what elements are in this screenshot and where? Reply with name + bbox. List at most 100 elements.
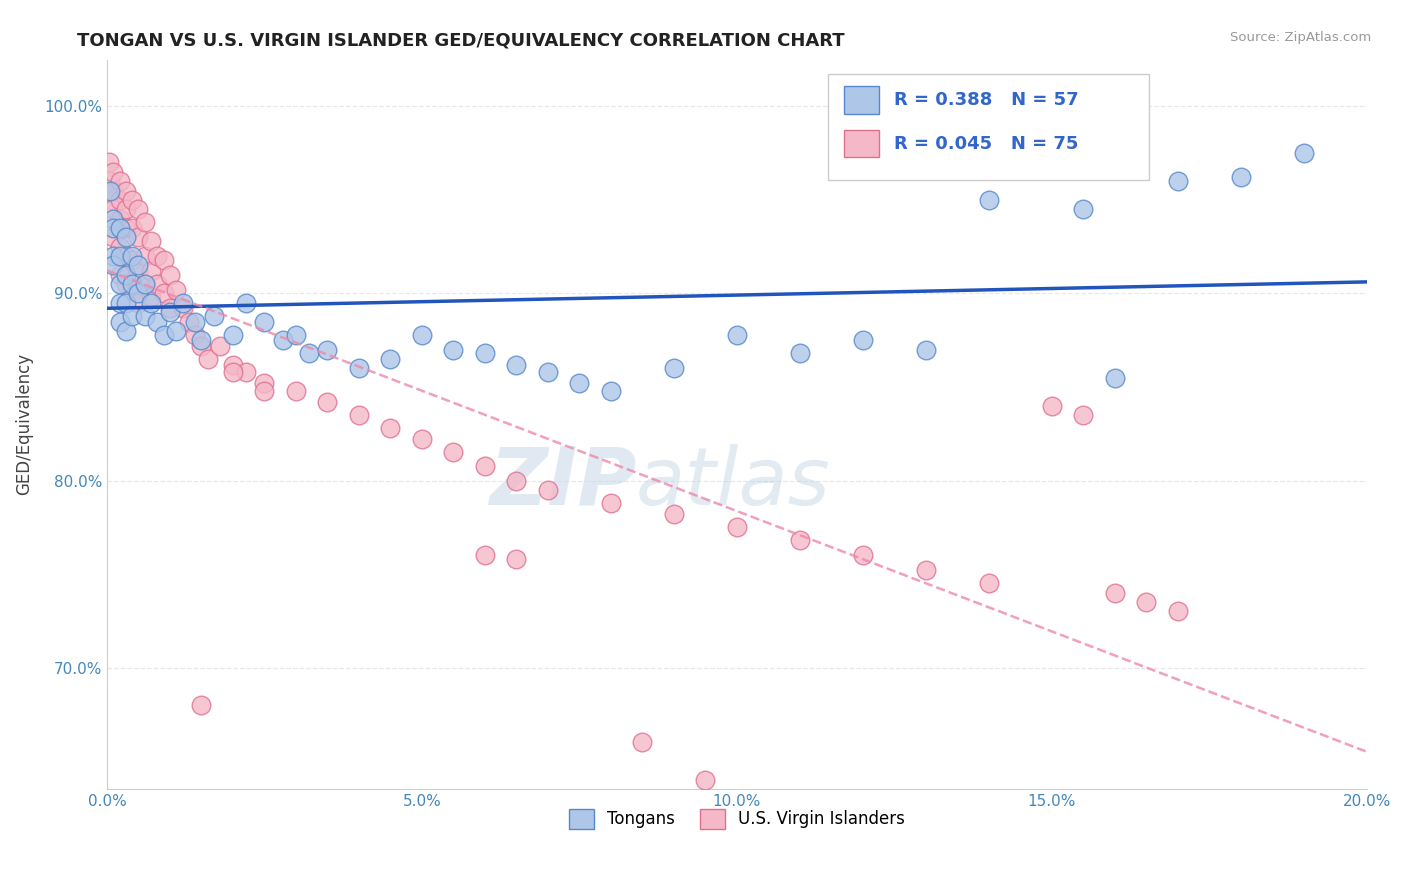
Point (103, 211, 125, 226)
Point (852, 549, 875, 563)
Point (127, 259, 149, 273)
Point (253, 376, 276, 391)
Point (152, 286, 174, 301)
Point (474, 458, 496, 473)
Point (115, 295, 138, 310)
Point (184, 327, 207, 342)
Point (222, 327, 245, 342)
Point (115, 202, 138, 217)
Point (631, 735, 654, 749)
Point (146, 249, 169, 263)
Point (127, 286, 149, 301)
Point (159, 268, 181, 282)
Point (1104, 586, 1126, 600)
Point (101, 193, 124, 207)
Point (662, 361, 685, 376)
Point (1135, 595, 1157, 609)
Point (108, 193, 131, 207)
Point (222, 358, 245, 372)
Point (235, 295, 257, 310)
Point (284, 327, 307, 342)
Point (121, 193, 143, 207)
Point (1040, 399, 1063, 413)
Point (273, 333, 295, 347)
Point (139, 290, 162, 304)
Point (108, 295, 131, 310)
Point (103, 221, 125, 235)
Point (235, 365, 257, 379)
Point (505, 474, 527, 488)
Point (139, 234, 162, 248)
Point (115, 268, 138, 282)
Point (108, 211, 131, 226)
FancyBboxPatch shape (828, 74, 1149, 180)
Point (115, 277, 138, 291)
Point (1292, 146, 1315, 161)
Point (152, 327, 174, 342)
Point (222, 365, 245, 379)
Point (474, 346, 496, 360)
Point (380, 351, 402, 366)
Point (184, 314, 207, 328)
Point (347, 408, 370, 422)
FancyBboxPatch shape (844, 129, 879, 157)
Point (121, 283, 143, 297)
Point (600, 384, 623, 398)
Point (789, 346, 811, 360)
Text: ZIP: ZIP (489, 444, 636, 522)
Text: atlas: atlas (636, 444, 831, 522)
Point (115, 249, 138, 263)
Point (202, 309, 225, 323)
Point (209, 339, 232, 353)
Point (600, 496, 623, 510)
Point (108, 268, 131, 282)
Point (103, 184, 125, 198)
Point (103, 202, 125, 217)
Point (190, 698, 212, 712)
Text: TONGAN VS U.S. VIRGIN ISLANDER GED/EQUIVALENCY CORRELATION CHART: TONGAN VS U.S. VIRGIN ISLANDER GED/EQUIV… (77, 31, 845, 49)
Point (725, 327, 748, 342)
Point (695, 772, 717, 787)
Point (127, 202, 149, 217)
Point (316, 343, 339, 357)
Point (108, 314, 131, 328)
Point (115, 221, 138, 235)
Point (1167, 174, 1189, 188)
Point (1104, 370, 1126, 384)
Point (1073, 202, 1095, 217)
Point (115, 230, 138, 244)
Point (115, 324, 138, 338)
Point (127, 230, 149, 244)
Point (103, 249, 125, 263)
Point (1167, 605, 1189, 619)
Point (253, 384, 276, 398)
Point (115, 184, 138, 198)
Point (103, 165, 125, 179)
Point (316, 395, 339, 409)
Point (347, 361, 370, 376)
Point (139, 264, 162, 278)
Point (172, 295, 194, 310)
Point (134, 249, 156, 263)
Point (505, 358, 527, 372)
Point (97, 155, 120, 169)
Point (159, 305, 181, 319)
Point (977, 576, 1000, 591)
Point (441, 445, 464, 459)
Point (1073, 408, 1095, 422)
Point (537, 365, 560, 379)
Point (165, 324, 187, 338)
Point (537, 483, 560, 497)
Point (474, 549, 496, 563)
Point (172, 301, 194, 316)
Point (134, 277, 156, 291)
Point (98, 174, 121, 188)
Point (108, 221, 131, 235)
FancyBboxPatch shape (844, 86, 879, 113)
Point (152, 252, 174, 267)
Point (165, 283, 187, 297)
Point (103, 259, 125, 273)
Point (915, 563, 938, 577)
Point (108, 277, 131, 291)
Text: Source: ZipAtlas.com: Source: ZipAtlas.com (1230, 31, 1371, 45)
